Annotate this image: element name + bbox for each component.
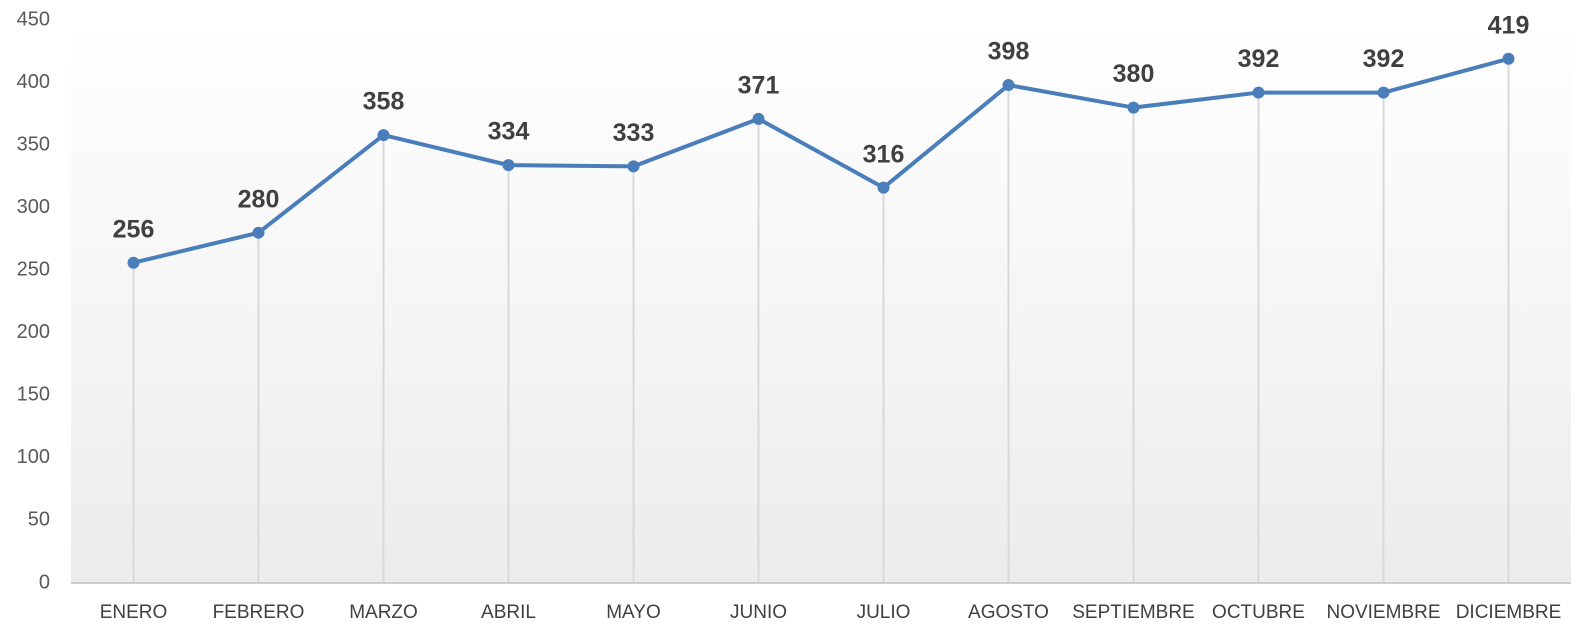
x-tick-label: JULIO [857,602,911,623]
marker [1252,86,1265,99]
data-label: 419 [1488,11,1530,39]
y-tick-label: 50 [28,509,50,531]
data-label: 316 [863,140,905,168]
data-label: 334 [488,118,530,146]
y-tick-label: 450 [17,8,50,30]
y-tick-label: 250 [17,259,50,281]
data-label: 358 [363,88,405,116]
y-tick-label: 400 [17,71,50,93]
y-tick-label: 300 [17,196,50,218]
x-tick-label: NOVIEMBRE [1326,602,1440,623]
y-tick-label: 200 [17,321,50,343]
data-label: 392 [1238,45,1280,73]
marker [877,181,890,194]
marker [1502,52,1515,65]
data-label: 280 [238,185,280,213]
marker [502,159,515,172]
data-label: 333 [613,119,655,147]
x-tick-label: ABRIL [481,602,536,623]
y-tick-label: 150 [17,384,50,406]
marker [377,129,390,142]
data-label: 392 [1363,45,1405,73]
marker [1127,101,1140,114]
marker [1377,86,1390,99]
x-tick-label: MAYO [606,602,661,623]
x-tick-label: DICIEMBRE [1456,602,1562,623]
marker [252,226,265,239]
marker [627,160,640,173]
plot-area [71,20,1571,583]
x-tick-label: MARZO [349,602,418,623]
data-label: 371 [738,71,780,99]
line [133,56,1510,265]
data-label: 256 [113,215,155,243]
x-tick-label: AGOSTO [968,602,1049,623]
marker [127,256,140,269]
marker [1002,79,1015,92]
x-tick-label: ENERO [100,602,168,623]
x-tick-label: OCTUBRE [1212,602,1305,623]
y-tick-label: 0 [39,571,50,593]
data-label: 398 [988,38,1030,66]
x-tick-label: SEPTIEMBRE [1072,602,1194,623]
x-tick-label: FEBRERO [213,602,305,623]
y-tick-label: 100 [17,446,50,468]
data-label: 380 [1113,60,1155,88]
y-tick-label: 350 [17,133,50,155]
x-tick-label: JUNIO [730,602,787,623]
marker [752,112,765,125]
